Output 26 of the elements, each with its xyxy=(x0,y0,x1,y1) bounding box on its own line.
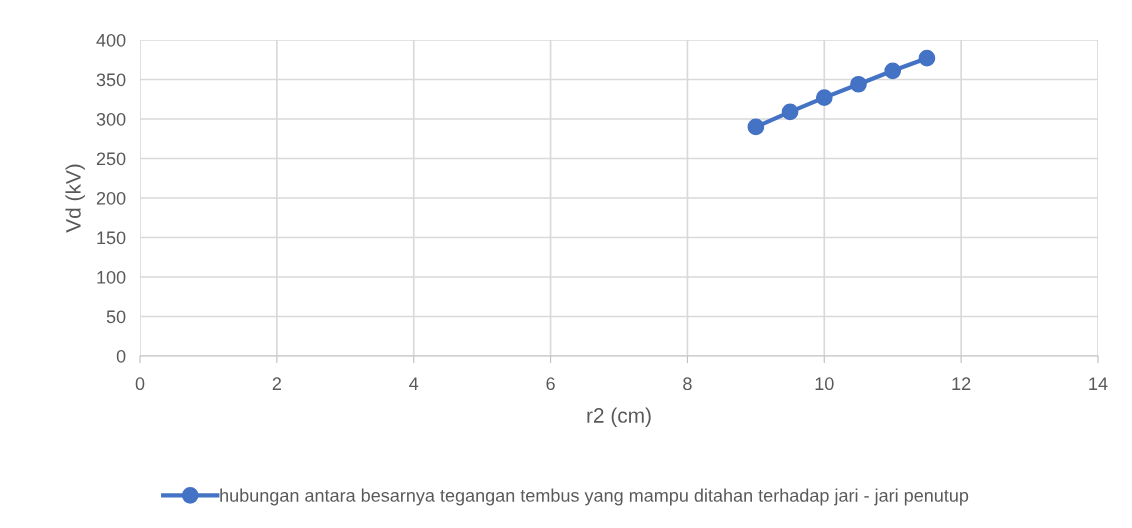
y-tick-label: 100 xyxy=(97,270,126,284)
y-tick-label: 200 xyxy=(96,191,126,205)
x-tick-label: 4 xyxy=(409,377,419,390)
legend-label: hubungan antara besarnya tegangan tembus yang mampu ditahan terhadap jari - jari penutup xyxy=(220,488,969,506)
point xyxy=(918,49,936,67)
x-tick-label: 10 xyxy=(815,377,834,391)
y-axis-title: Vd (kV) xyxy=(65,164,85,233)
x-tick-label: 0 xyxy=(135,377,145,391)
y-tick-label: 50 xyxy=(106,310,126,324)
y-tick-label: 400 xyxy=(96,33,126,47)
point xyxy=(850,75,867,93)
point xyxy=(747,118,765,136)
x-tick-label: 14 xyxy=(1089,377,1108,390)
y-tick-label: 250 xyxy=(96,152,126,166)
y-tick-label: 0 xyxy=(116,349,126,363)
y-tick-label: 350 xyxy=(96,73,126,87)
point xyxy=(884,62,902,80)
x-tick-label: 8 xyxy=(683,377,692,391)
point xyxy=(815,89,833,107)
y-tick-label: 150 xyxy=(97,231,126,245)
y-tick-label: 300 xyxy=(96,112,126,126)
x-tick-label: 6 xyxy=(546,377,555,391)
x-tick-label: 2 xyxy=(272,377,281,390)
point xyxy=(781,103,799,121)
x-axis-title: r2 (cm) xyxy=(587,407,651,427)
x-tick-label: 12 xyxy=(952,377,971,390)
